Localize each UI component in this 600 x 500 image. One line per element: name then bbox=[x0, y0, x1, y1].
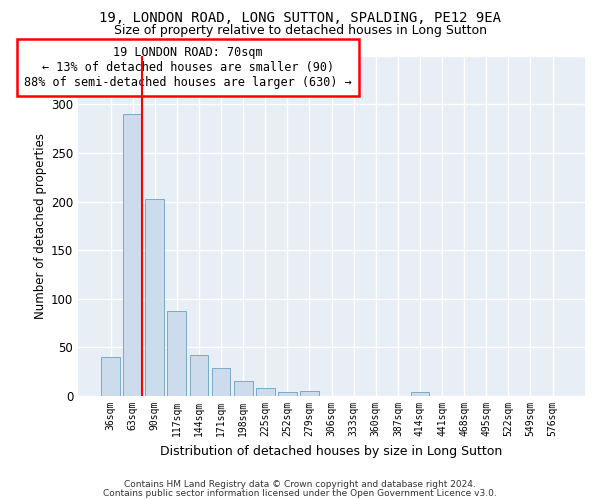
Text: Contains HM Land Registry data © Crown copyright and database right 2024.: Contains HM Land Registry data © Crown c… bbox=[124, 480, 476, 489]
Y-axis label: Number of detached properties: Number of detached properties bbox=[34, 133, 47, 319]
Bar bbox=[410, 392, 430, 396]
Bar bbox=[123, 114, 142, 396]
Bar bbox=[278, 392, 297, 396]
Bar bbox=[167, 312, 186, 396]
Bar bbox=[212, 368, 230, 396]
Bar bbox=[190, 355, 208, 396]
Text: Contains public sector information licensed under the Open Government Licence v3: Contains public sector information licen… bbox=[103, 488, 497, 498]
Text: 19, LONDON ROAD, LONG SUTTON, SPALDING, PE12 9EA: 19, LONDON ROAD, LONG SUTTON, SPALDING, … bbox=[99, 11, 501, 25]
X-axis label: Distribution of detached houses by size in Long Sutton: Distribution of detached houses by size … bbox=[160, 444, 503, 458]
Bar bbox=[300, 391, 319, 396]
Text: 19 LONDON ROAD: 70sqm
← 13% of detached houses are smaller (90)
88% of semi-deta: 19 LONDON ROAD: 70sqm ← 13% of detached … bbox=[24, 46, 352, 89]
Bar bbox=[234, 382, 253, 396]
Bar bbox=[145, 198, 164, 396]
Bar bbox=[101, 357, 120, 396]
Bar bbox=[256, 388, 275, 396]
Text: Size of property relative to detached houses in Long Sutton: Size of property relative to detached ho… bbox=[113, 24, 487, 37]
